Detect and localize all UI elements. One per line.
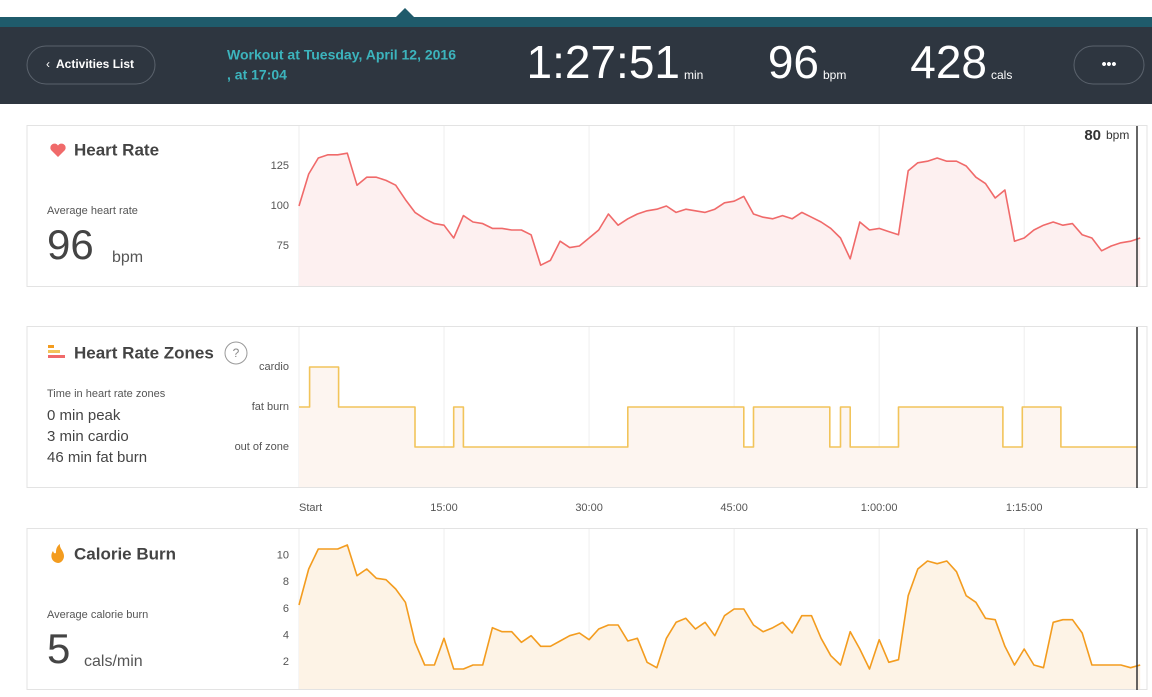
- panel-label: Time in heart rate zones: [47, 388, 166, 400]
- zones-icon: [48, 345, 65, 358]
- x-tick-label: 1:15:00: [1006, 502, 1043, 514]
- line: [298, 152, 1141, 266]
- x-tick-label: 45:00: [720, 502, 748, 514]
- y-tick-label: 10: [277, 550, 289, 562]
- line: [298, 544, 1141, 670]
- help-button[interactable]: [224, 341, 248, 365]
- y-tick-label: 4: [283, 630, 289, 642]
- area: [299, 367, 1138, 487]
- x-tick-label: 15:00: [430, 502, 458, 514]
- y-tick-label: 100: [271, 200, 289, 212]
- panel-title: Heart Rate Zones: [74, 343, 214, 362]
- y-tick-label: cardio: [259, 361, 289, 373]
- annotation-value: 80: [1084, 127, 1101, 144]
- y-tick-label: 2: [283, 656, 289, 668]
- pointer: [396, 8, 414, 17]
- duration: 1:27:51: [527, 36, 680, 88]
- workout-time: , at 17:04: [227, 67, 287, 83]
- menu-button[interactable]: [1073, 45, 1145, 85]
- panel-unit: bpm: [112, 249, 143, 266]
- panel-value: 96: [47, 221, 94, 268]
- line: [299, 366, 1138, 448]
- panel-label: Average calorie burn: [47, 609, 148, 621]
- back-button[interactable]: [26, 45, 156, 85]
- x-tick-label: 1:00:00: [861, 502, 898, 514]
- back-label[interactable]: Activities List: [56, 57, 134, 71]
- calories: 428: [910, 36, 987, 88]
- zone-line: 0 min peak: [47, 407, 121, 424]
- x-tick-label: Start: [299, 502, 322, 514]
- workout-title: Workout at Tuesday, April 12, 2016: [227, 47, 456, 63]
- y-tick-label: 6: [283, 603, 289, 615]
- y-tick-label: 125: [271, 160, 289, 172]
- heart-icon: [50, 143, 66, 157]
- panel-label: Average heart rate: [47, 205, 138, 217]
- heart-rate: 96: [768, 36, 819, 88]
- area: [299, 153, 1141, 286]
- y-tick-label: 8: [283, 576, 289, 588]
- panel-unit: cals/min: [84, 653, 143, 670]
- x-tick-label: 30:00: [575, 502, 603, 514]
- menu-dots[interactable]: •••: [1102, 56, 1117, 72]
- heart-rate-unit: bpm: [823, 68, 846, 82]
- y-tick-label: out of zone: [235, 441, 289, 453]
- back-chevron: ‹: [46, 57, 50, 71]
- zone-line: 46 min fat burn: [47, 449, 147, 466]
- zone-line: 3 min cardio: [47, 428, 129, 445]
- panel-value: 5: [47, 625, 70, 672]
- y-tick-label: fat burn: [252, 401, 289, 413]
- annotation-unit: bpm: [1106, 128, 1129, 142]
- panel-title: Heart Rate: [74, 140, 159, 159]
- area: [299, 545, 1141, 689]
- duration-unit: min: [684, 68, 703, 82]
- y-tick-label: 75: [277, 240, 289, 252]
- header-strip: [0, 17, 1152, 27]
- help-label[interactable]: ?: [233, 346, 240, 360]
- header-bar: [0, 27, 1152, 104]
- panel-title: Calorie Burn: [74, 544, 176, 563]
- calories-unit: cals: [991, 68, 1012, 82]
- flame-icon: [51, 544, 64, 563]
